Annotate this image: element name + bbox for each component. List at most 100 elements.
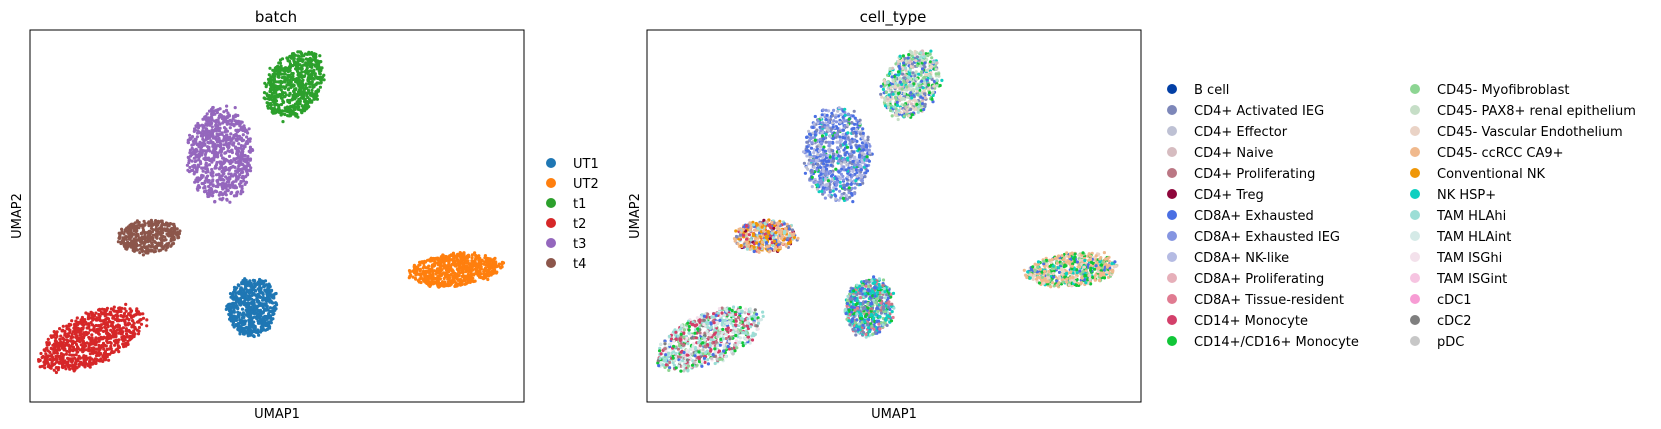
data-point xyxy=(161,246,166,250)
data-point xyxy=(910,62,915,66)
data-point xyxy=(925,68,930,72)
data-point xyxy=(121,342,125,346)
data-point xyxy=(902,61,906,65)
data-point xyxy=(240,128,244,132)
data-point xyxy=(48,364,52,368)
data-point xyxy=(286,88,290,92)
data-point xyxy=(91,340,95,345)
data-point xyxy=(154,219,158,223)
data-point xyxy=(255,316,259,320)
data-point xyxy=(228,126,232,130)
data-point xyxy=(298,63,302,67)
data-point xyxy=(826,120,831,124)
data-point xyxy=(225,122,229,126)
data-point xyxy=(235,191,239,195)
legend-marker xyxy=(546,158,556,168)
legend-label: t4 xyxy=(573,257,586,272)
data-point xyxy=(281,85,285,89)
data-point xyxy=(68,367,72,371)
data-point xyxy=(215,144,219,148)
data-point xyxy=(476,269,480,273)
data-point xyxy=(235,149,239,153)
data-point xyxy=(908,72,912,76)
data-point xyxy=(216,178,220,182)
data-point xyxy=(188,165,192,170)
data-point xyxy=(224,118,228,122)
data-point xyxy=(243,319,247,323)
data-point xyxy=(430,264,434,268)
data-point xyxy=(287,101,292,105)
data-point xyxy=(293,107,297,111)
data-point xyxy=(210,189,214,194)
data-point xyxy=(228,306,232,310)
data-point xyxy=(127,228,131,232)
data-point xyxy=(246,307,250,311)
data-point xyxy=(915,77,919,81)
data-point xyxy=(906,79,910,83)
data-point xyxy=(201,169,205,173)
data-point xyxy=(77,362,81,367)
data-point xyxy=(452,274,456,278)
data-point xyxy=(299,108,303,112)
data-point xyxy=(218,197,222,201)
panel-title: cell_type xyxy=(860,8,927,27)
data-point xyxy=(219,150,223,154)
data-point xyxy=(197,155,201,159)
data-point xyxy=(481,277,486,281)
data-point xyxy=(69,323,73,327)
data-point xyxy=(313,92,317,96)
data-point xyxy=(311,53,315,57)
data-point xyxy=(188,137,192,141)
scatter-points xyxy=(656,49,1119,373)
data-point xyxy=(146,236,150,240)
legend-marker xyxy=(546,218,556,228)
data-point xyxy=(172,222,176,226)
data-point xyxy=(165,232,169,236)
data-point xyxy=(264,307,268,311)
data-point xyxy=(50,355,54,359)
data-point xyxy=(837,198,841,202)
data-point xyxy=(123,343,128,347)
data-point xyxy=(111,325,115,329)
data-point xyxy=(442,266,447,270)
data-point xyxy=(271,111,275,115)
data-point xyxy=(243,145,247,149)
data-point xyxy=(409,273,413,277)
data-point xyxy=(121,238,125,242)
data-point xyxy=(137,329,141,333)
data-point xyxy=(288,59,292,64)
data-point xyxy=(891,92,895,96)
data-point xyxy=(241,174,245,178)
data-point xyxy=(139,322,144,326)
data-point xyxy=(483,256,487,260)
data-point xyxy=(160,219,164,223)
data-point xyxy=(415,265,419,269)
data-point xyxy=(90,349,94,353)
data-point xyxy=(487,274,491,278)
data-point xyxy=(202,157,206,161)
data-point xyxy=(264,289,268,293)
data-point xyxy=(227,172,231,176)
data-point xyxy=(225,189,229,193)
data-point xyxy=(921,86,925,90)
data-point xyxy=(419,275,423,279)
data-point xyxy=(275,80,279,84)
data-point xyxy=(216,118,220,122)
data-point xyxy=(886,102,890,106)
data-point xyxy=(317,88,321,92)
data-point xyxy=(210,130,214,134)
data-point xyxy=(313,83,317,87)
data-point xyxy=(461,271,465,275)
data-point xyxy=(75,366,79,370)
data-point xyxy=(239,151,243,155)
data-point xyxy=(79,332,83,337)
data-point xyxy=(287,114,291,118)
data-point xyxy=(896,91,901,95)
data-point xyxy=(140,249,145,253)
data-point xyxy=(149,218,153,222)
data-point xyxy=(300,67,304,71)
data-point xyxy=(887,105,891,110)
data-point xyxy=(261,326,265,330)
data-point xyxy=(192,163,196,167)
data-point xyxy=(290,71,294,76)
